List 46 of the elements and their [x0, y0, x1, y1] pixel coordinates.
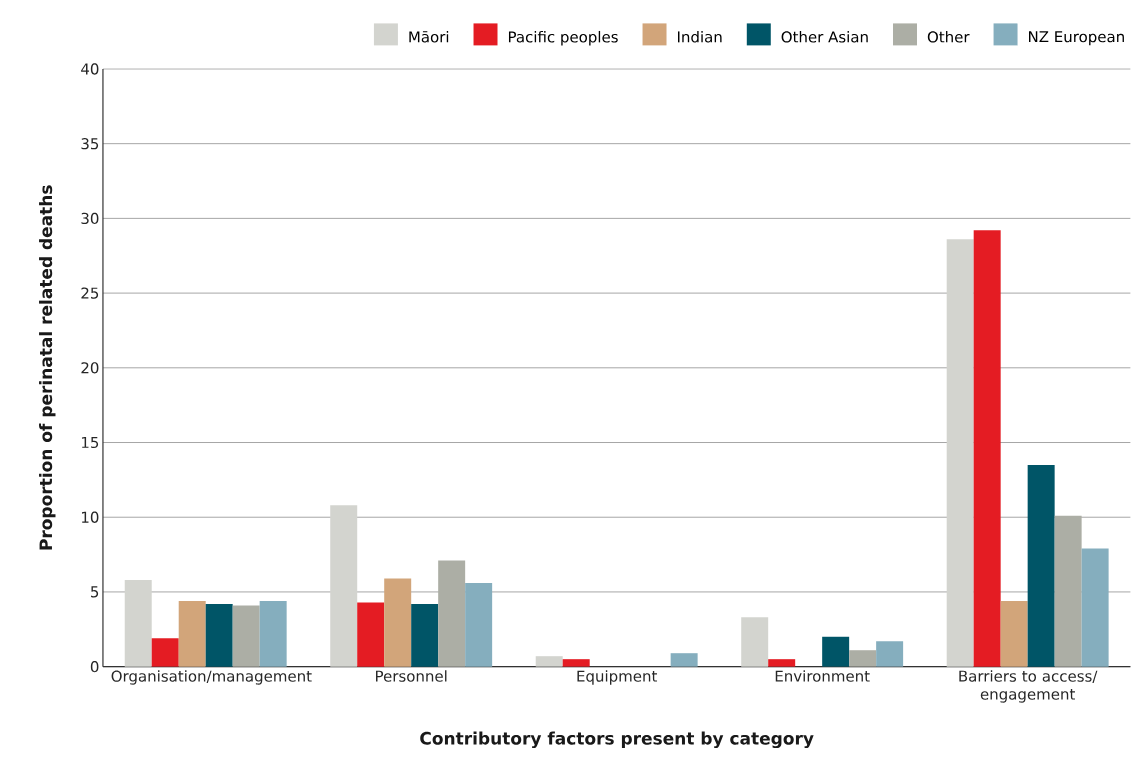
bar [562, 659, 590, 667]
x-tick-label: Organisation/management [111, 670, 312, 685]
x-tick-label: Personnel [376, 670, 447, 682]
bar [124, 580, 152, 667]
y-tick-label: 20 [81, 362, 99, 374]
bar [741, 617, 769, 667]
bar [973, 230, 1001, 667]
legend-label: Other Asian [781, 31, 868, 43]
x-tick-label: Barriers to access/ engagement [959, 670, 1098, 703]
bar [849, 650, 877, 667]
y-tick-label: 0 [90, 661, 99, 673]
y-axis-title: Proportion of perinatal related deaths [39, 185, 56, 550]
bar [465, 583, 493, 667]
bar [330, 505, 358, 667]
y-tick-label: 40 [81, 63, 99, 75]
bar [535, 656, 563, 667]
bar [232, 605, 260, 667]
y-tick-label: 35 [81, 138, 99, 150]
legend-label: Indian [677, 31, 722, 43]
x-axis-title: Contributory factors present by category [420, 731, 814, 749]
y-tick-label: 25 [81, 287, 99, 299]
bar [946, 239, 974, 667]
legend-label: NZ European [1029, 31, 1124, 46]
y-tick-label: 5 [91, 586, 99, 598]
bar [1027, 465, 1055, 667]
bar [151, 638, 179, 667]
bar [822, 636, 850, 667]
legend-label: Other [927, 31, 970, 43]
y-tick-label: 10 [81, 511, 99, 524]
legend-label: Māori [409, 31, 449, 43]
x-tick-label: Equipment [577, 670, 658, 685]
y-tick-label: 30 [81, 212, 99, 225]
bar [178, 601, 206, 667]
bar [768, 659, 796, 667]
bar [1081, 548, 1109, 667]
x-tick-label: Environment [775, 670, 870, 682]
legend-label: Pacific peoples [508, 31, 618, 46]
bar [384, 578, 412, 667]
bar [357, 602, 385, 667]
bar [670, 653, 698, 667]
bar [411, 604, 439, 667]
bar [205, 604, 233, 667]
y-tick-label: 15 [81, 437, 99, 449]
bar [1000, 601, 1028, 667]
bar [259, 601, 287, 667]
bar [876, 641, 904, 667]
